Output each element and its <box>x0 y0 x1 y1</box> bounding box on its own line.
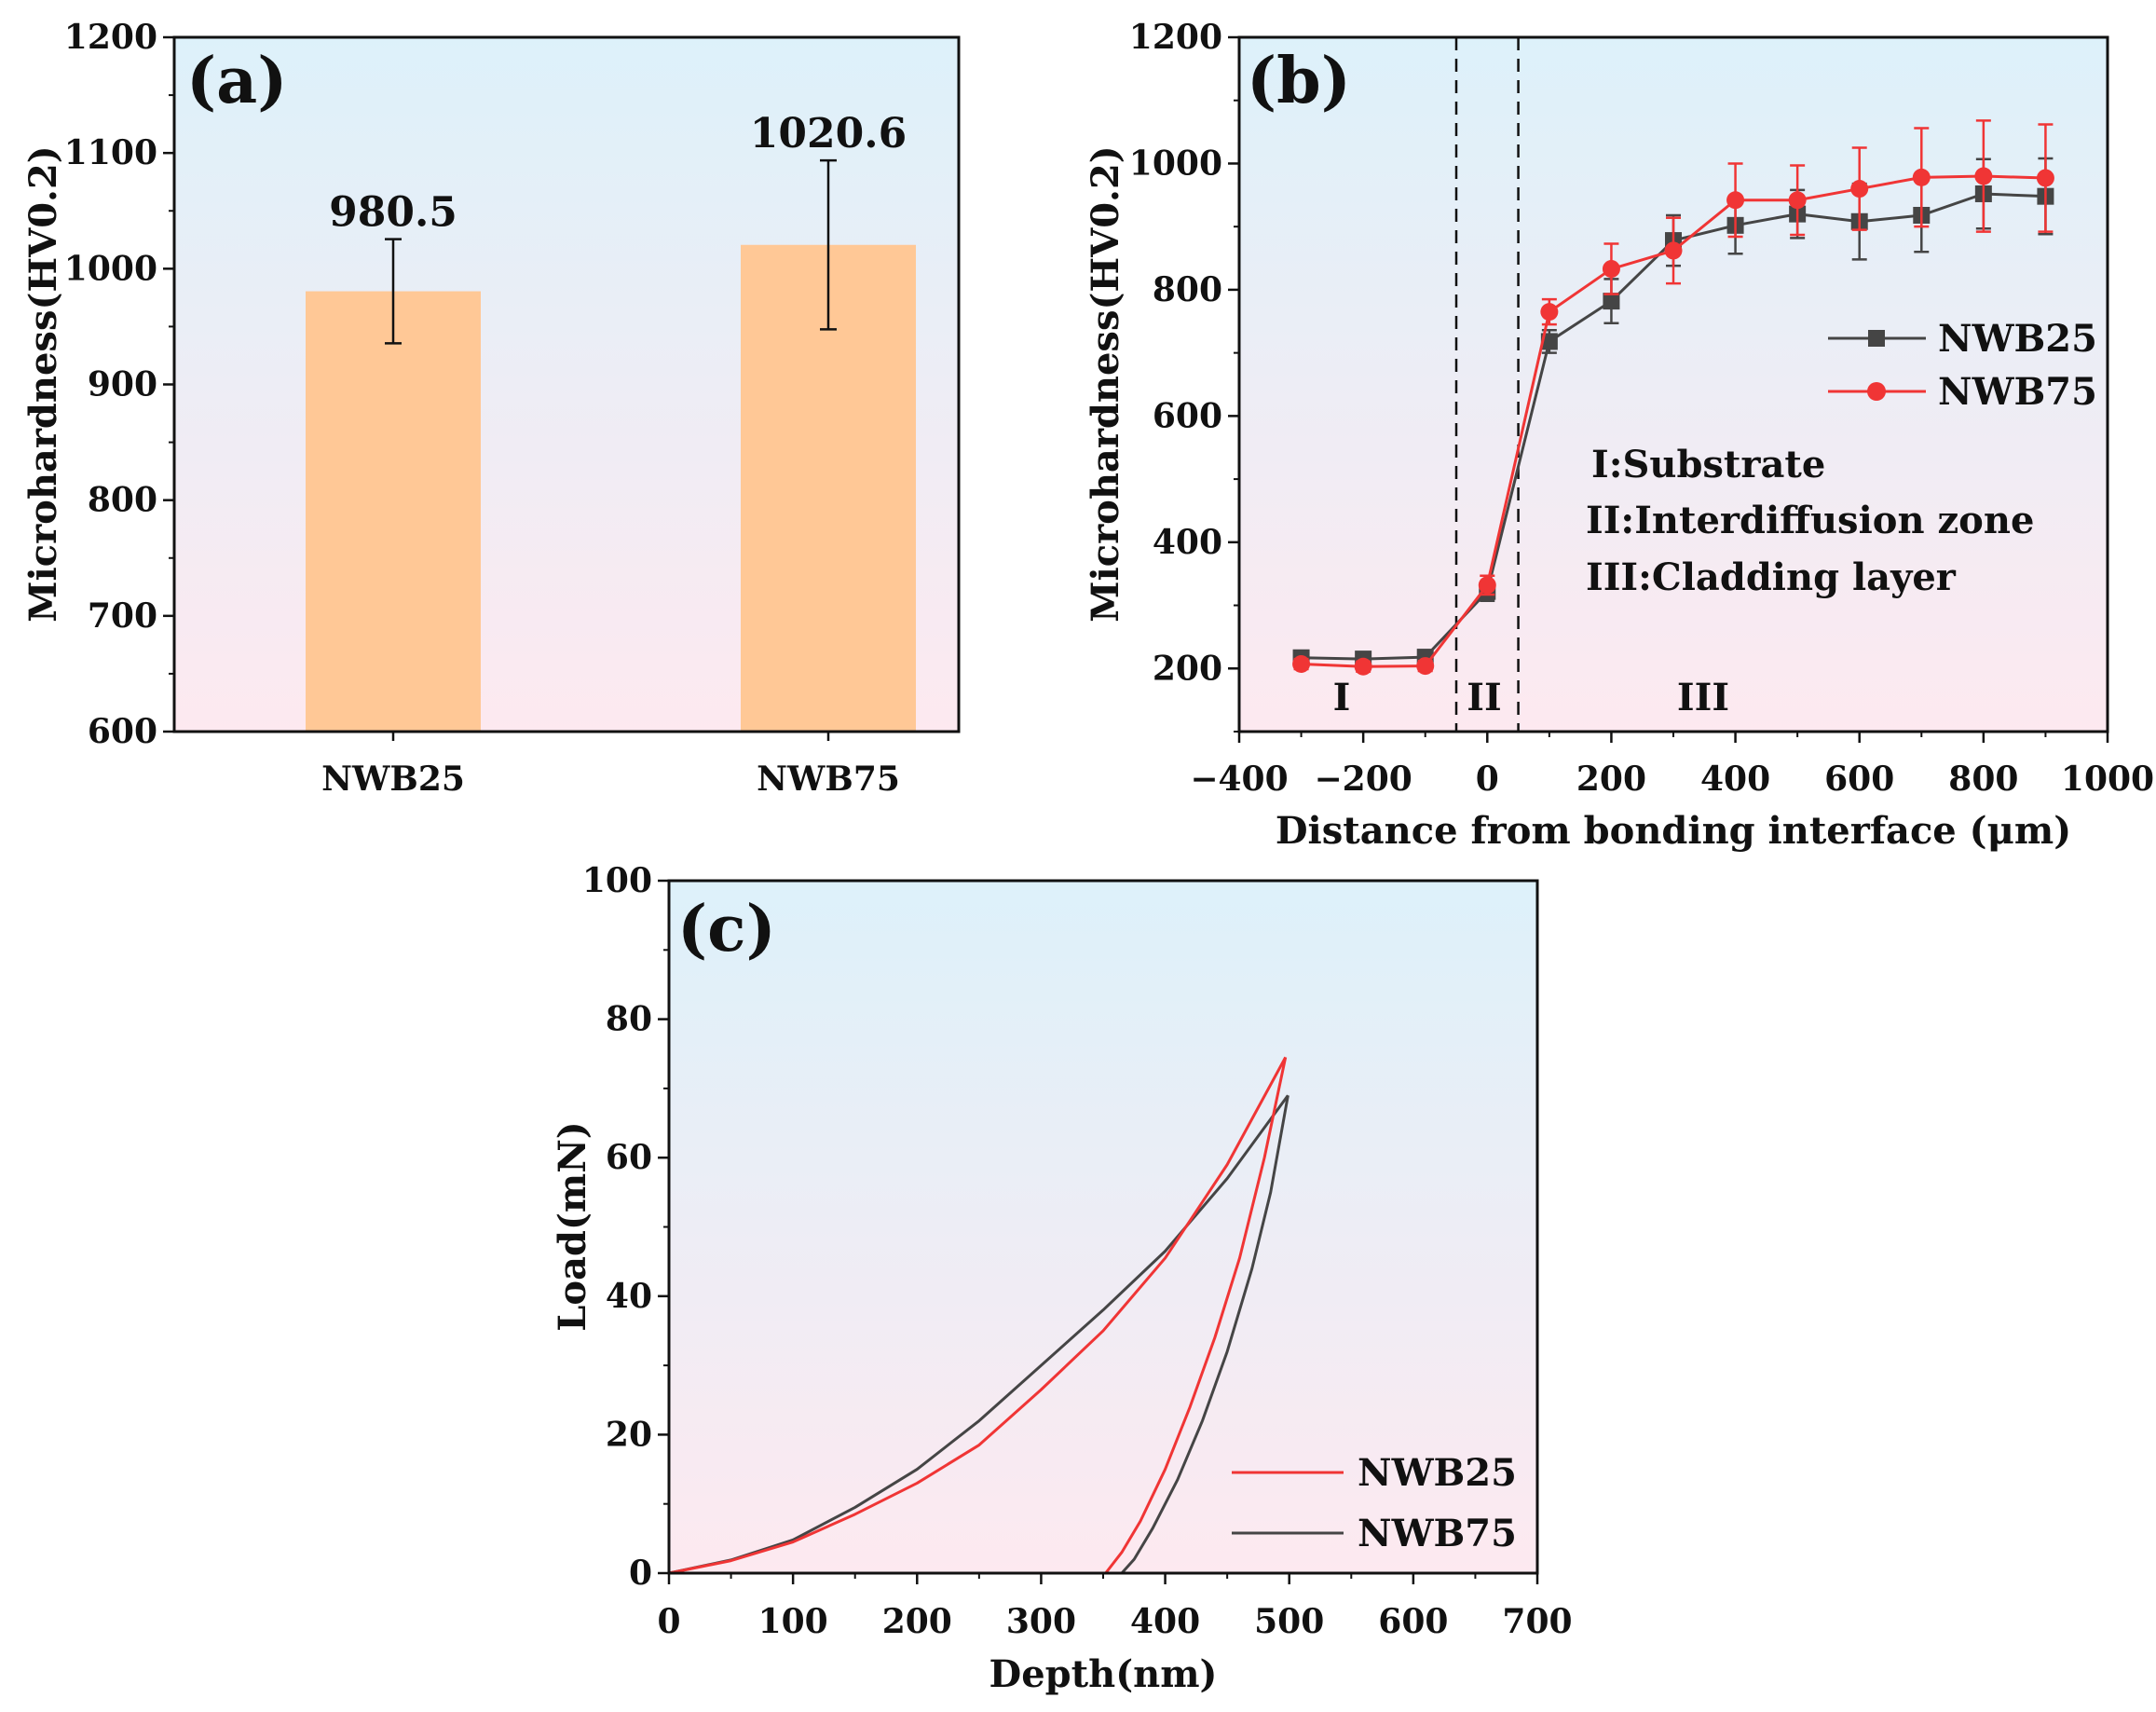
panel-c-x-axis-label: Depth(nm) <box>989 1652 1218 1696</box>
x-tick-label: NWB75 <box>757 760 900 799</box>
value-label-nwb25: 980.5 <box>329 189 457 237</box>
y-tick-label: 200 <box>1153 649 1222 688</box>
y-tick-label: 100 <box>582 861 652 900</box>
bar-nwb25 <box>306 291 481 732</box>
annotation-cladding-layer: III:Cladding layer <box>1586 555 1957 599</box>
x-tick-label: −200 <box>1314 760 1412 799</box>
y-tick-label: 1000 <box>64 249 157 288</box>
zone-label-i: I <box>1333 676 1351 719</box>
zone-label-iii: III <box>1677 676 1729 719</box>
legend-marker-nwb75 <box>1867 382 1886 401</box>
data-point-circle <box>1540 303 1559 322</box>
legend-label-c-nwb25: NWB25 <box>1358 1451 1517 1495</box>
zone-label-ii: II <box>1467 676 1501 719</box>
panel-c-legend: NWB25 NWB75 <box>1232 1451 1517 1555</box>
data-point-circle <box>1602 260 1620 279</box>
value-label-nwb75: 1020.6 <box>750 110 907 158</box>
x-tick-label: 1000 <box>2061 760 2154 799</box>
panel-c-label: (c) <box>677 892 776 966</box>
x-tick-label: 400 <box>1130 1602 1200 1641</box>
legend-label-c-nwb75: NWB75 <box>1358 1512 1517 1555</box>
annotation-substrate: I:Substrate <box>1591 443 1825 486</box>
y-tick-label: 20 <box>606 1415 652 1454</box>
annotation-interdiffusion-zone: II:Interdiffusion zone <box>1586 499 2034 542</box>
data-point-circle <box>1416 657 1435 676</box>
panel-b-y-axis-label: Microhardness(HV0.2) <box>1084 145 1127 622</box>
y-tick-label: 1200 <box>1129 18 1222 57</box>
x-tick-label: 200 <box>882 1602 952 1641</box>
x-tick-label: 0 <box>657 1602 680 1641</box>
x-tick-label: 600 <box>1378 1602 1448 1641</box>
panel-b-label: (b) <box>1247 44 1351 118</box>
panel-a-label: (a) <box>186 44 287 118</box>
data-point-circle <box>1726 191 1745 210</box>
x-tick-label: 400 <box>1700 760 1770 799</box>
x-tick-label: NWB25 <box>321 760 465 799</box>
data-point-circle <box>1292 655 1311 674</box>
data-point-circle <box>1912 168 1931 186</box>
y-tick-label: 800 <box>88 481 157 520</box>
panel-c-y-axis-label: Load(mN) <box>551 1121 594 1331</box>
x-tick-label: 200 <box>1576 760 1646 799</box>
y-tick-label: 400 <box>1153 523 1222 562</box>
data-point-square <box>1603 293 1620 310</box>
x-tick-label: 700 <box>1502 1602 1572 1641</box>
x-tick-label: 800 <box>1948 760 2018 799</box>
panel-c-plot-area <box>669 881 1537 1573</box>
y-tick-label: 900 <box>88 365 157 404</box>
legend-marker-nwb25 <box>1868 330 1885 347</box>
data-point-circle <box>1850 180 1869 199</box>
loading-curve-nwb25 <box>668 1056 1288 1575</box>
y-tick-label: 1000 <box>1129 144 1222 183</box>
panel-b-plot-area <box>1239 37 2108 732</box>
y-tick-label: 60 <box>606 1138 652 1177</box>
x-tick-label: −400 <box>1190 760 1288 799</box>
y-tick-label: 800 <box>1153 270 1222 309</box>
data-point-circle <box>1974 167 1993 185</box>
legend-label-nwb75: NWB75 <box>1938 370 2097 414</box>
data-point-square <box>1540 333 1558 350</box>
y-tick-label: 1100 <box>64 133 157 172</box>
panel-b-line-chart: −400 −200 0 200 400 600 800 1000 200 400 600 800 100… <box>1084 18 2154 853</box>
x-tick-label: 0 <box>1476 760 1499 799</box>
y-tick-label: 1200 <box>64 18 157 57</box>
legend-label-nwb25: NWB25 <box>1938 317 2097 361</box>
y-tick-label: 40 <box>606 1277 652 1316</box>
data-point-circle <box>1664 241 1683 260</box>
data-point-circle <box>2036 169 2054 187</box>
data-point-circle <box>1354 657 1372 676</box>
data-point-circle <box>1788 191 1807 210</box>
y-tick-label: 600 <box>88 712 157 751</box>
unloading-curve-nwb25 <box>1104 1057 1288 1574</box>
y-tick-label: 600 <box>1153 396 1222 435</box>
unloading-curve-nwb75 <box>1120 1095 1290 1575</box>
data-point-circle <box>1478 576 1496 595</box>
y-tick-label: 700 <box>88 596 157 636</box>
panel-a-bar-chart: 980.5 1020.6 NWB25 NWB75 600 700 800 900 1000 11… <box>21 18 961 799</box>
y-tick-label: 0 <box>629 1554 652 1593</box>
x-tick-label: 500 <box>1254 1602 1324 1641</box>
panel-a-y-axis-label: Microhardness(HV0.2) <box>21 145 65 622</box>
panel-c-line-chart: 0 100 200 300 400 500 600 700 0 20 40 60 80 100 (c) D… <box>551 861 1573 1696</box>
panel-b-x-axis-label: Distance from bonding interface (μm) <box>1276 809 2071 853</box>
x-tick-label: 600 <box>1824 760 1894 799</box>
panel-b-legend: NWB25 NWB75 <box>1828 317 2097 414</box>
x-tick-label: 300 <box>1006 1602 1076 1641</box>
x-tick-label: 100 <box>758 1602 828 1641</box>
y-tick-label: 80 <box>606 1000 652 1039</box>
